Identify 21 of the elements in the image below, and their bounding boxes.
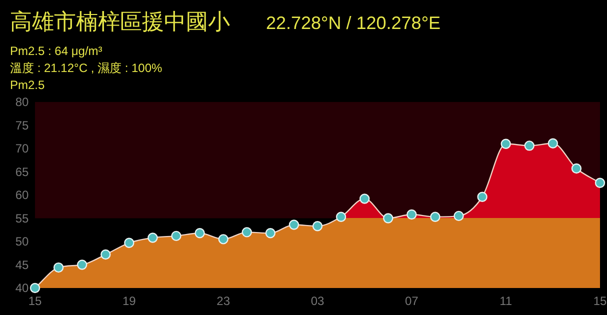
y-tick-label: 65 bbox=[15, 164, 29, 179]
y-tick-label: 45 bbox=[15, 258, 29, 272]
chart-subtitle: 22.728°N / 120.278°E bbox=[266, 13, 441, 33]
x-tick-label: 23 bbox=[216, 294, 230, 308]
x-tick-label: 11 bbox=[500, 294, 512, 308]
y-tick-label: 50 bbox=[15, 234, 29, 248]
y-tick-label: 55 bbox=[15, 211, 29, 226]
y-tick-label: 70 bbox=[15, 142, 29, 156]
y-tick-label: 40 bbox=[15, 281, 29, 295]
x-tick-label: 07 bbox=[404, 294, 419, 308]
x-tick-label: 15 bbox=[593, 294, 607, 308]
text: Pm2.5 : 64 μg/m³ bbox=[10, 44, 102, 58]
text: 溫度 : 21.12°C , 濕度 : 100% bbox=[10, 61, 163, 75]
y-tick-label: 80 bbox=[15, 95, 29, 109]
y-axis-title: Pm2.5 bbox=[10, 78, 46, 92]
y-tick-label: 60 bbox=[15, 188, 29, 202]
x-tick-label: 19 bbox=[122, 294, 136, 308]
y-tick-label: 75 bbox=[15, 118, 29, 132]
x-tick-label: 15 bbox=[28, 294, 42, 308]
chart-title: 高雄市楠梓區援中國小 bbox=[10, 9, 230, 34]
x-tick-label: 03 bbox=[310, 294, 324, 308]
